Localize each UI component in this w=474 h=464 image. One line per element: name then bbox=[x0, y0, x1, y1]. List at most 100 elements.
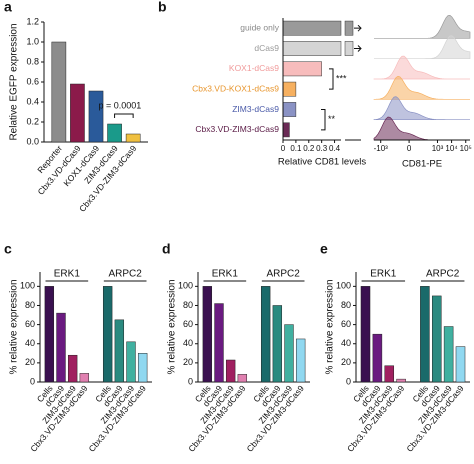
y-tick-label: guide only bbox=[240, 22, 280, 32]
y-tick-label: 0.8 bbox=[26, 56, 39, 66]
x-tick-label: 10³ bbox=[432, 144, 444, 153]
bar bbox=[295, 338, 306, 383]
y-tick-label: 20 bbox=[25, 357, 35, 367]
bar bbox=[282, 20, 342, 36]
y-tick-label: 0.4 bbox=[26, 96, 39, 106]
annotation: p = 0.0001 bbox=[98, 100, 141, 110]
panel-label: e bbox=[320, 241, 328, 257]
bar bbox=[237, 374, 248, 383]
y-tick-label: 1.0 bbox=[26, 36, 39, 46]
x-tick-label: -10³ bbox=[374, 144, 389, 153]
bar bbox=[44, 286, 55, 383]
y-axis-label: % relative expression bbox=[9, 279, 20, 374]
bar bbox=[420, 286, 430, 383]
x-tick-label: 10⁴ bbox=[445, 144, 458, 153]
y-tick-label: 100 bbox=[336, 281, 351, 291]
x-tick-label: 0.2 bbox=[303, 144, 315, 153]
y-tick-label: Cbx3.VD-KOX1-dCas9 bbox=[192, 83, 279, 93]
y-tick-label: 40 bbox=[341, 338, 351, 348]
bar bbox=[214, 303, 224, 383]
group-label: ARPC2 bbox=[108, 269, 142, 280]
x-axis-label: CD81-PE bbox=[402, 159, 442, 170]
bar bbox=[344, 20, 354, 36]
y-tick-label: 60 bbox=[341, 319, 351, 329]
y-tick-label: 60 bbox=[25, 319, 35, 329]
bar bbox=[67, 354, 78, 383]
y-tick-label: 100 bbox=[178, 281, 193, 291]
bar bbox=[455, 346, 466, 383]
bar bbox=[282, 102, 297, 117]
bar bbox=[114, 319, 125, 383]
bar bbox=[360, 286, 371, 383]
y-tick-label: 40 bbox=[25, 338, 35, 348]
bar bbox=[51, 41, 67, 143]
panel-label: b bbox=[158, 0, 167, 15]
bar bbox=[384, 365, 395, 383]
bar bbox=[125, 133, 141, 143]
x-tick-label: 10⁵ bbox=[460, 144, 472, 153]
bar bbox=[225, 359, 236, 383]
x-tick-label: 0 bbox=[407, 144, 412, 153]
y-tick-label: 20 bbox=[341, 357, 351, 367]
y-tick-label: 0.2 bbox=[26, 116, 39, 126]
bracket bbox=[321, 109, 326, 131]
y-tick-label: Cbx3.VD-ZIM3-dCas9 bbox=[195, 124, 279, 134]
x-tick-label: 0.1 bbox=[290, 144, 302, 153]
histogram bbox=[373, 55, 470, 80]
y-axis-label: % relative expression bbox=[325, 279, 336, 374]
bar bbox=[443, 326, 454, 383]
y-tick-label: 0 bbox=[188, 376, 193, 386]
x-tick-label: 0 bbox=[281, 144, 286, 153]
bar bbox=[272, 305, 283, 383]
y-tick-label: 0 bbox=[346, 376, 351, 386]
x-axis-label: Relative CD81 levels bbox=[278, 157, 366, 168]
bar bbox=[396, 378, 406, 383]
bar bbox=[260, 286, 271, 383]
panel-label: d bbox=[162, 241, 171, 257]
panel-label: c bbox=[4, 241, 12, 257]
annotation: ** bbox=[328, 114, 336, 124]
y-tick-label: 40 bbox=[183, 338, 193, 348]
y-tick-label: ZIM3-dCas9 bbox=[232, 104, 279, 114]
group-label: ERK1 bbox=[370, 269, 397, 280]
bar bbox=[344, 41, 354, 56]
histogram bbox=[374, 15, 471, 39]
x-tick-label: 0.4 bbox=[329, 144, 341, 153]
bar bbox=[282, 122, 290, 138]
y-axis-label: Relative EGFP expression bbox=[9, 23, 20, 140]
group-label: ERK1 bbox=[212, 269, 239, 280]
bracket bbox=[329, 68, 334, 90]
y-tick-label: 80 bbox=[183, 300, 193, 310]
bar bbox=[372, 333, 383, 383]
group-label: ARPC2 bbox=[426, 269, 460, 280]
arrow bbox=[354, 24, 362, 32]
bar bbox=[79, 373, 90, 383]
y-tick-label: 0.6 bbox=[26, 76, 39, 86]
y-tick-label: dCas9 bbox=[254, 43, 279, 53]
bar bbox=[431, 295, 442, 383]
bar bbox=[107, 123, 122, 143]
bar bbox=[70, 83, 85, 143]
bar bbox=[137, 353, 148, 383]
arrow bbox=[354, 45, 362, 52]
bar bbox=[284, 324, 294, 383]
bar bbox=[282, 81, 297, 97]
bar bbox=[282, 41, 342, 56]
histogram bbox=[373, 116, 470, 141]
bar bbox=[202, 286, 213, 383]
x-tick-label: 0.3 bbox=[316, 144, 328, 153]
y-tick-label: 0.0 bbox=[26, 136, 39, 146]
group-label: ARPC2 bbox=[266, 269, 300, 280]
y-tick-label: 0 bbox=[30, 376, 35, 386]
bar bbox=[88, 90, 104, 143]
y-tick-label: 1.2 bbox=[26, 16, 39, 26]
y-tick-label: 60 bbox=[183, 319, 193, 329]
histogram bbox=[373, 96, 470, 121]
y-axis-label: % relative expression bbox=[167, 279, 178, 374]
histogram bbox=[374, 35, 471, 60]
y-tick-label: 100 bbox=[20, 281, 35, 291]
panel-label: a bbox=[4, 0, 12, 15]
group-label: ERK1 bbox=[54, 269, 81, 280]
bar bbox=[102, 286, 113, 383]
